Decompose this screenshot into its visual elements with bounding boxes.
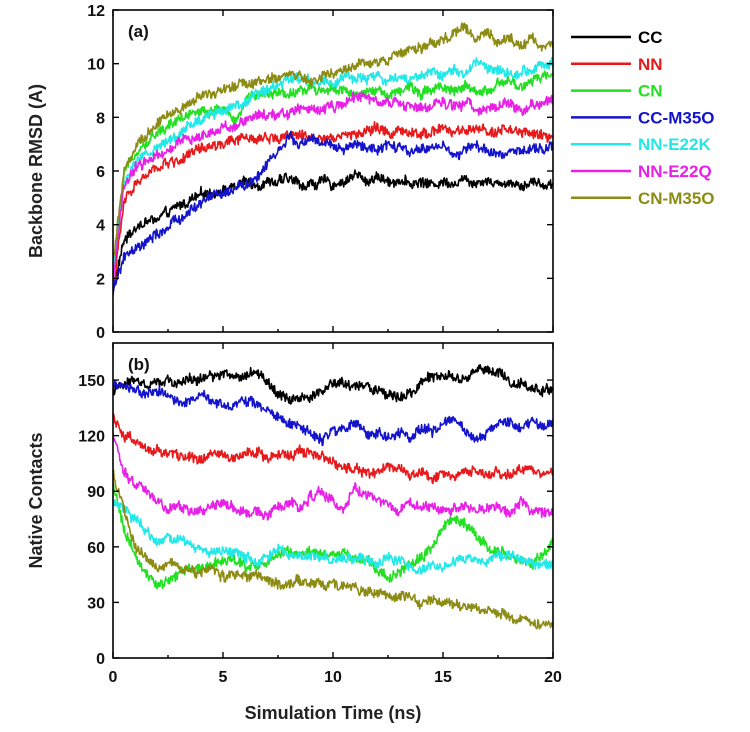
y-tick-label: 12	[87, 3, 105, 20]
legend: CC NN CN CC-M35O NN-E22K NN-E22Q CN-M35O	[571, 28, 715, 208]
y-tick-label: 0	[96, 325, 105, 342]
series-group	[113, 363, 553, 630]
panel-b: 0 5 10 15 20 0 30 60 90 120 150 (b) Native Contacts S…	[26, 342, 562, 723]
panel-a: 0 2 4 6 8 10 12 (a) Backbone RMSD (A)	[26, 3, 554, 342]
y-axis-title: Native Contacts	[26, 432, 46, 568]
y-tick-label: 90	[87, 484, 105, 501]
legend-label-cc: CC	[638, 28, 663, 47]
legend-label-nn-e22k: NN-E22K	[638, 135, 711, 154]
y-tick-label: 30	[87, 595, 105, 612]
series-line-nn-e22k	[113, 56, 553, 273]
panel-label: (a)	[128, 22, 149, 41]
y-tick-label: 120	[78, 429, 105, 446]
y-tick-label: 4	[96, 218, 105, 235]
y-tick-label: 150	[78, 373, 105, 390]
series-line-cn	[113, 70, 553, 275]
legend-label-cn: CN	[638, 82, 663, 101]
x-tick-label: 10	[324, 669, 342, 686]
x-tick-label: 15	[434, 669, 452, 686]
y-axis-title: Backbone RMSD (A)	[26, 84, 46, 258]
y-tick-label: 2	[96, 271, 105, 288]
series-line-nn	[113, 121, 553, 296]
y-tick-label: 8	[96, 110, 105, 127]
series-line-cc	[113, 169, 553, 294]
x-tick-label: 0	[109, 669, 118, 686]
series-line-nn	[113, 413, 553, 485]
x-axis-title: Simulation Time (ns)	[245, 703, 422, 723]
legend-label-nn: NN	[638, 55, 663, 74]
series-line-nn-e22q	[113, 91, 553, 286]
series-line-cc-m35o	[113, 379, 553, 447]
y-tick-label: 0	[96, 651, 105, 668]
x-tick-label: 20	[544, 669, 562, 686]
series-group	[113, 22, 553, 296]
series-line-cn-m35o	[113, 469, 553, 630]
y-tick-label: 60	[87, 540, 105, 557]
y-tick-label: 6	[96, 164, 105, 181]
series-line-nn-e22q	[113, 432, 553, 521]
plot-frame	[112, 9, 554, 333]
series-line-cc	[113, 363, 553, 405]
x-tick-label: 5	[219, 669, 228, 686]
series-line-nn-e22k	[113, 498, 553, 575]
legend-label-cn-m35o: CN-M35O	[638, 189, 715, 208]
series-line-cn-m35o	[113, 22, 553, 260]
panel-label: (b)	[128, 355, 150, 374]
y-tick-label: 10	[87, 57, 105, 74]
series-line-cc-m35o	[113, 130, 553, 292]
legend-label-nn-e22q: NN-E22Q	[638, 162, 712, 181]
legend-label-cc-m35o: CC-M35O	[638, 108, 715, 127]
